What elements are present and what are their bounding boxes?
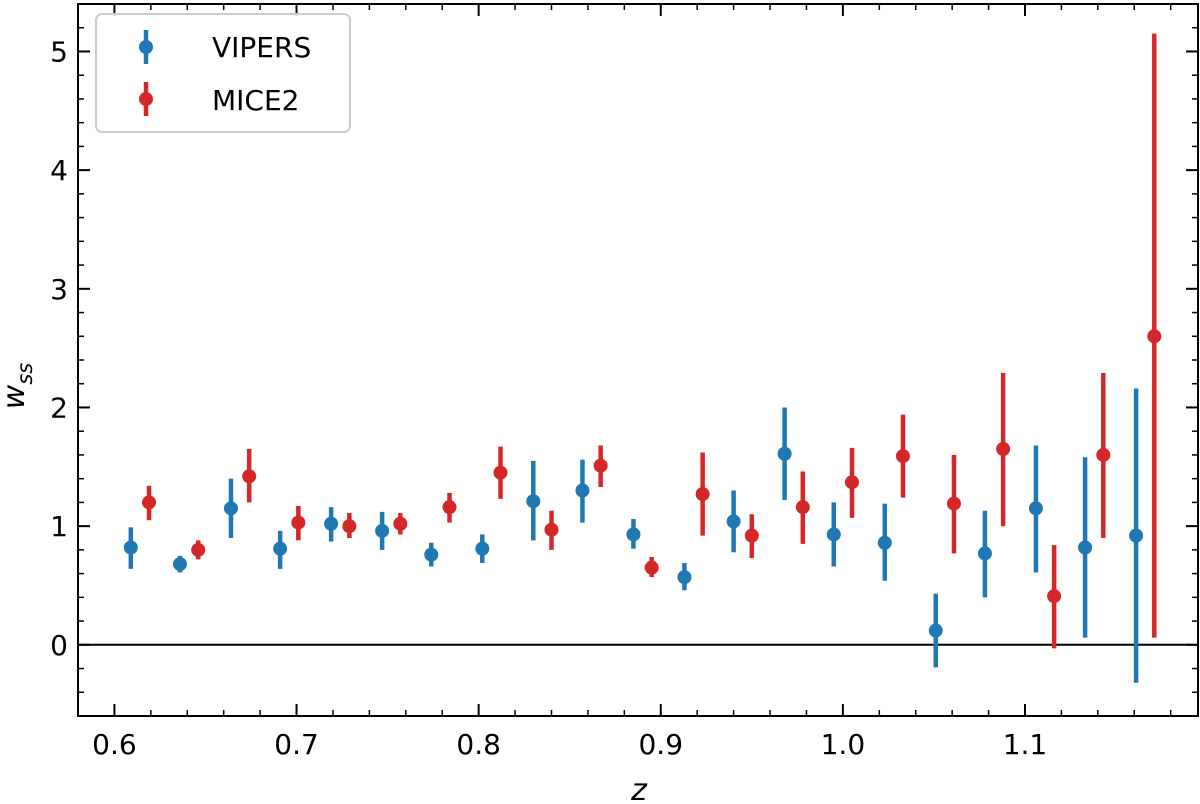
point-vipers-2 <box>223 501 238 516</box>
legend-entry-mice2: MICE2 <box>139 82 299 117</box>
point-mice2-20 <box>1147 329 1162 344</box>
legend-label-mice2: MICE2 <box>212 84 299 117</box>
point-mice2-7 <box>493 465 508 480</box>
point-mice2-11 <box>695 487 710 502</box>
point-vipers-0 <box>123 540 138 555</box>
point-mice2-8 <box>544 522 559 537</box>
point-mice2-3 <box>291 515 306 530</box>
point-vipers-5 <box>375 523 390 538</box>
point-vipers-7 <box>475 541 490 556</box>
y-tick-label-4: 4 <box>50 154 68 187</box>
point-vipers-8 <box>526 494 541 509</box>
point-vipers-11 <box>677 570 692 585</box>
point-vipers-18 <box>1028 501 1043 516</box>
point-vipers-17 <box>977 546 992 561</box>
x-tick-label-4: 1.0 <box>821 728 866 761</box>
legend-label-vipers: VIPERS <box>212 31 311 64</box>
point-vipers-1 <box>172 557 187 572</box>
y-axis-label-main: w <box>0 384 32 409</box>
legend-entry-vipers: VIPERS <box>139 30 311 64</box>
x-tick-label-5: 1.1 <box>1003 728 1048 761</box>
series-mice2 <box>142 33 1162 649</box>
y-axis-label-subscript: ss <box>13 363 37 385</box>
x-tick-label-3: 0.9 <box>638 728 683 761</box>
point-mice2-5 <box>393 516 408 531</box>
point-vipers-4 <box>324 516 339 531</box>
y-tick-label-3: 3 <box>50 273 68 306</box>
point-vipers-13 <box>777 446 792 461</box>
point-vipers-15 <box>877 535 892 550</box>
point-mice2-18 <box>1047 589 1062 604</box>
legend-marker-vipers <box>139 40 153 54</box>
point-vipers-12 <box>726 514 741 529</box>
point-mice2-16 <box>946 496 961 511</box>
y-tick-label-2: 2 <box>50 391 68 424</box>
y-tick-label-5: 5 <box>50 35 68 68</box>
point-mice2-15 <box>895 449 910 464</box>
y-axis-label: wss <box>0 363 37 409</box>
point-mice2-10 <box>644 560 659 575</box>
legend-box <box>95 13 351 133</box>
series-vipers <box>123 388 1144 683</box>
point-mice2-13 <box>795 500 810 515</box>
point-vipers-10 <box>626 527 641 542</box>
axes: 0.6 0.7 0.8 0.9 1.0 1.1 0 1 2 3 4 5 <box>50 3 1199 761</box>
point-mice2-14 <box>844 475 859 490</box>
point-mice2-4 <box>342 519 357 534</box>
x-axis-label: z <box>630 773 648 804</box>
point-mice2-12 <box>744 528 759 543</box>
point-mice2-6 <box>442 500 457 515</box>
x-tick-label-1: 0.7 <box>274 728 319 761</box>
point-vipers-14 <box>826 527 841 542</box>
point-vipers-3 <box>273 541 288 556</box>
point-mice2-0 <box>142 495 157 510</box>
point-mice2-17 <box>996 442 1011 456</box>
point-mice2-2 <box>242 469 257 484</box>
point-mice2-9 <box>593 458 608 473</box>
point-vipers-9 <box>575 483 590 498</box>
point-vipers-20 <box>1129 528 1144 543</box>
y-tick-label-1: 1 <box>50 510 68 543</box>
legend-marker-mice2 <box>139 92 153 106</box>
x-tick-label-2: 0.8 <box>456 728 501 761</box>
x-tick-label-0: 0.6 <box>92 728 137 761</box>
chart-marks <box>78 33 1198 683</box>
y-tick-label-0: 0 <box>50 629 68 662</box>
point-vipers-19 <box>1078 540 1093 555</box>
point-mice2-1 <box>191 542 206 557</box>
point-mice2-19 <box>1096 447 1111 462</box>
point-vipers-6 <box>424 547 439 562</box>
legend: VIPERS MICE2 <box>95 13 351 133</box>
point-vipers-16 <box>928 623 943 638</box>
